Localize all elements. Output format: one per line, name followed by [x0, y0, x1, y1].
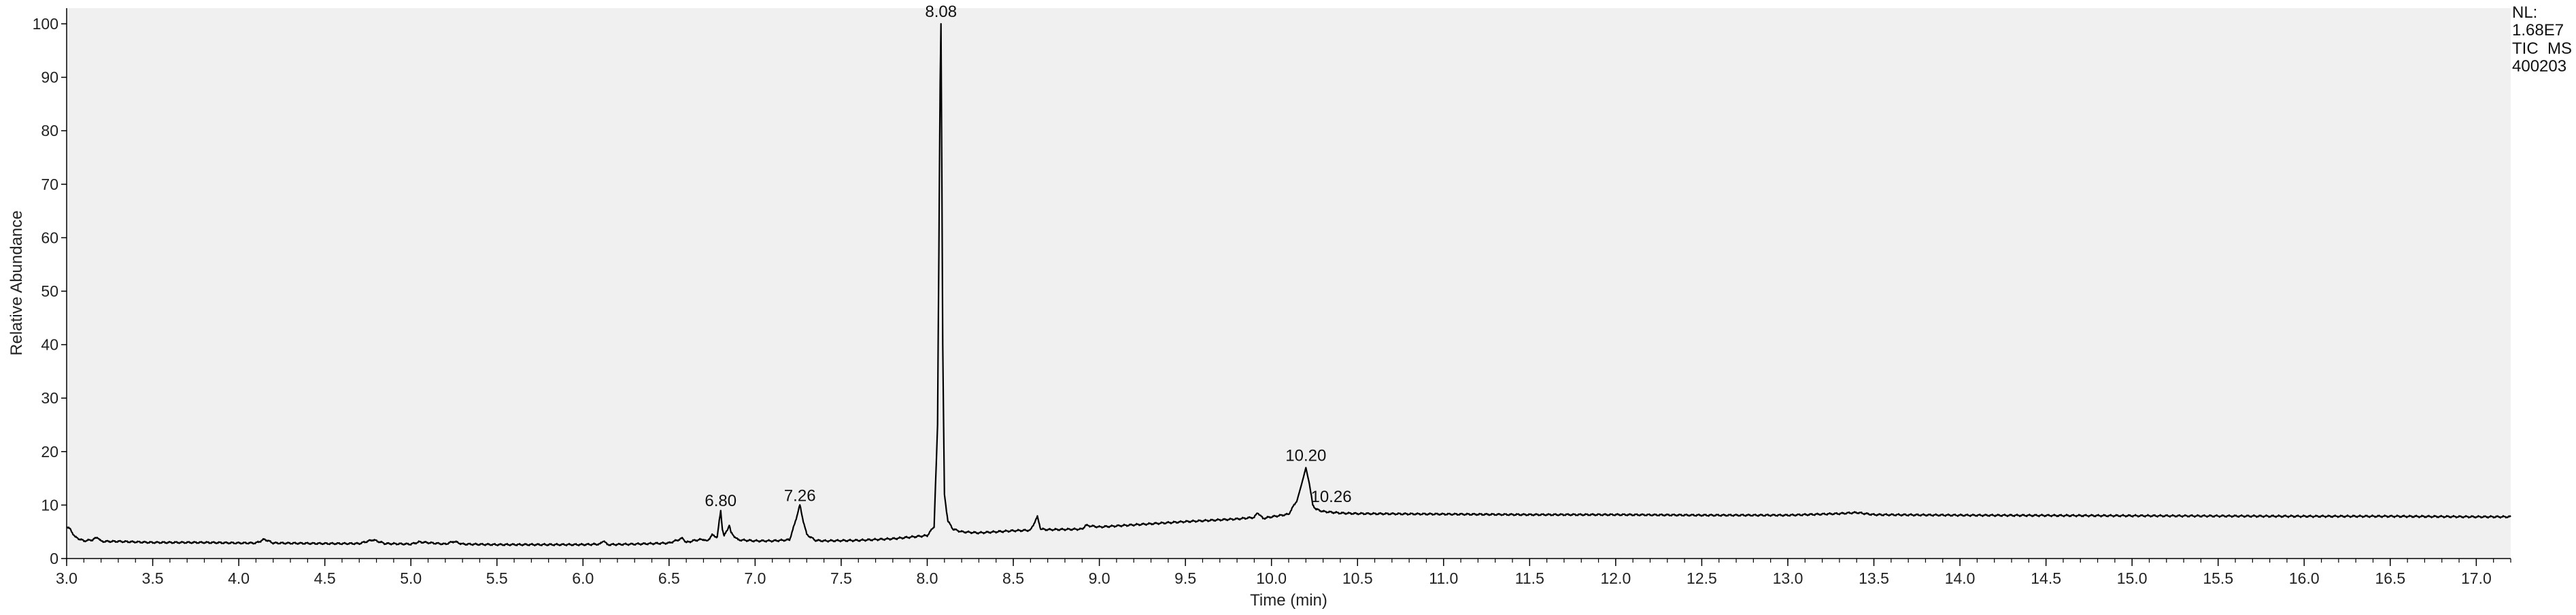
x-tick-label: 8.0: [917, 569, 938, 587]
info-line-4: 400203: [2512, 57, 2566, 76]
x-tick-label: 10.0: [1256, 569, 1287, 587]
tic-trace-line: [66, 22, 2511, 547]
peak-labels: 6.80 7.26 8.08 10.20 10.26: [705, 3, 1351, 510]
y-tick-label: 30: [41, 389, 58, 407]
x-tick-label: 5.0: [400, 569, 422, 587]
y-tick-label: 20: [41, 443, 58, 461]
x-tick-label: 4.0: [228, 569, 250, 587]
x-tick-label: 16.5: [2375, 569, 2405, 587]
x-tick-label: 12.5: [1687, 569, 1717, 587]
y-tick-label: 100: [33, 15, 58, 33]
info-line-3: TIC MS: [2512, 39, 2572, 58]
x-tick-label: 14.0: [1945, 569, 1976, 587]
y-tick-label: 80: [41, 122, 58, 139]
y-tick-label: 70: [41, 176, 58, 193]
x-tick-label: 11.0: [1429, 569, 1458, 587]
x-tick-label: 14.5: [2031, 569, 2061, 587]
x-tick-label: 7.0: [744, 569, 766, 587]
x-tick-label: 12.0: [1601, 569, 1631, 587]
x-tick-label: 9.0: [1089, 569, 1111, 587]
x-axis-title: Time (min): [1250, 591, 1327, 610]
x-tick-label: 8.5: [1002, 569, 1024, 587]
y-tick-label: 0: [50, 550, 58, 567]
x-tick-label: 13.5: [1859, 569, 1889, 587]
x-tick-label: 7.5: [830, 569, 852, 587]
plot-area: [67, 8, 2511, 559]
y-tick-label: 10: [41, 496, 58, 514]
info-line-2: 1.68E7: [2512, 21, 2564, 39]
x-tick-label: 4.5: [314, 569, 336, 587]
x-tick-label: 6.5: [658, 569, 680, 587]
x-tick-label: 11.5: [1515, 569, 1544, 587]
x-tick-label: 15.0: [2117, 569, 2148, 587]
x-tick-label: 16.0: [2289, 569, 2320, 587]
y-tick-label: 50: [41, 282, 58, 300]
peak-label: 6.80: [705, 492, 736, 510]
info-line-1: NL:: [2512, 3, 2537, 22]
peak-label: 8.08: [925, 3, 957, 21]
x-tick-label: 13.0: [1773, 569, 1803, 587]
x-tick-label: 3.5: [142, 569, 164, 587]
x-tick-label: 9.5: [1174, 569, 1196, 587]
peak-label: 10.20: [1285, 446, 1326, 465]
x-axis: 3.0 3.5 4.0 4.5 5.0 5.5 6.0 6.5 7.0 7.5 8.0 8.5 9.0 9…: [56, 558, 2511, 587]
x-tick-label: 10.5: [1342, 569, 1373, 587]
peak-label: 10.26: [1310, 488, 1351, 506]
info-box: NL: 1.68E7 TIC MS 400203: [2512, 3, 2572, 76]
y-axis-title: Relative Abundance: [7, 210, 26, 356]
y-tick-label: 60: [41, 229, 58, 246]
y-tick-label: 90: [41, 69, 58, 86]
x-tick-label: 5.5: [486, 569, 508, 587]
x-tick-label: 3.0: [56, 569, 78, 587]
y-tick-label: 40: [41, 336, 58, 354]
y-axis: 0 10 20 30 40 50 60 70 80 90 100: [33, 8, 67, 567]
x-tick-label: 17.0: [2461, 569, 2492, 587]
x-tick-label: 15.5: [2203, 569, 2233, 587]
peak-label: 7.26: [784, 486, 816, 505]
x-tick-label: 6.0: [572, 569, 594, 587]
